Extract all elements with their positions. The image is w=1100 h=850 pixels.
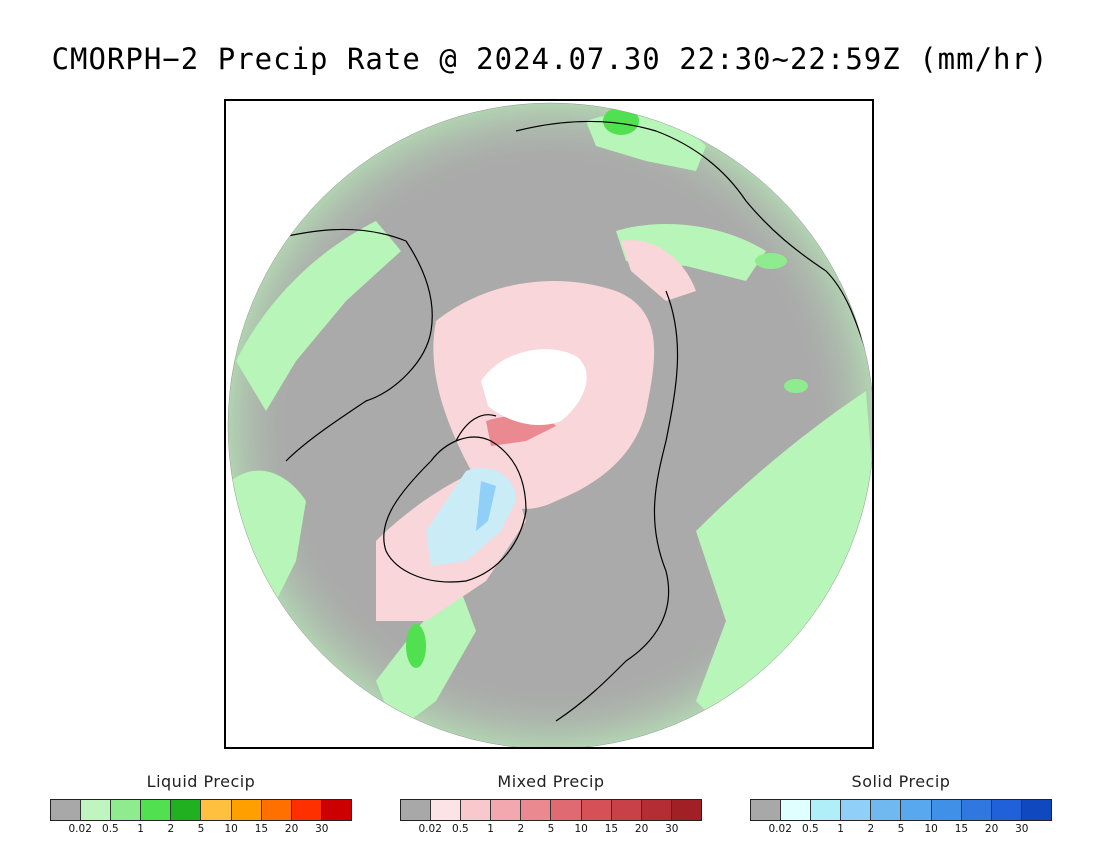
legend-swatch <box>611 800 642 820</box>
legend-tick-label: 5 <box>197 823 205 835</box>
legend-swatch <box>171 800 202 820</box>
legend-swatch <box>231 800 262 820</box>
legend-tick-label: 30 <box>1015 823 1029 835</box>
precip-layer <box>228 103 872 747</box>
legend-tick-label: 15 <box>954 823 969 835</box>
polar-precip-map <box>224 99 874 749</box>
legend-swatch <box>811 800 842 820</box>
legend-tick-label: 1 <box>137 823 144 835</box>
legend-tick-label: 20 <box>984 823 999 835</box>
legend-swatch <box>581 800 612 820</box>
legend-swatch <box>781 800 812 820</box>
legend-swatch <box>51 800 82 820</box>
precip-region-northwest <box>236 221 401 411</box>
legend-tick-label: 10 <box>574 823 588 835</box>
legend-swatch <box>521 800 552 820</box>
coastlines <box>265 120 867 722</box>
legend-swatch <box>141 800 172 820</box>
precip-region-north-atlantic <box>376 591 476 731</box>
precip-region-siberia <box>616 223 766 281</box>
legend-swatch <box>431 800 462 820</box>
legend-swatch <box>871 800 902 820</box>
legend-swatch <box>261 800 292 820</box>
legend-tick-label: 2 <box>167 823 175 835</box>
legend-title: Mixed Precip <box>497 772 605 791</box>
legend-swatch <box>841 800 872 820</box>
legend-swatch <box>491 800 522 820</box>
legend-swatch <box>401 800 432 820</box>
legend-swatch <box>291 800 322 820</box>
legend-solid: Solid Precip 0.02 0.5 1 2 5 10 15 20 30 <box>750 772 1052 837</box>
legend-tick-label: 15 <box>604 823 619 835</box>
legend-swatch <box>961 800 992 820</box>
legend-color-bar <box>750 799 1052 821</box>
legend-title: Liquid Precip <box>146 772 256 791</box>
legend-swatch <box>111 800 142 820</box>
legend-tick-label: 0.5 <box>802 823 819 835</box>
map-svg <box>227 102 872 747</box>
legend-mixed: Mixed Precip 0.02 0.5 1 2 5 10 15 20 30 <box>400 772 702 837</box>
legend-tick-label: 10 <box>924 823 938 835</box>
legend-ticks: 0.02 0.5 1 2 5 10 15 20 30 <box>750 823 1052 837</box>
precip-region-greenland-solid-core <box>476 481 496 531</box>
legend-tick-label: 2 <box>517 823 525 835</box>
legend-tick-label: 1 <box>837 823 844 835</box>
rain-core-north <box>603 107 639 135</box>
legend-swatch <box>751 800 782 820</box>
legend-tick-label: 0.02 <box>768 823 792 835</box>
legend-swatch <box>81 800 112 820</box>
legend-tick-label: 1 <box>487 823 494 835</box>
rain-core-east <box>755 253 787 269</box>
legend-swatch <box>671 800 701 820</box>
no-data-polar-hole <box>481 349 587 426</box>
legend-tick-label: 15 <box>254 823 269 835</box>
legend-swatch <box>991 800 1022 820</box>
legend-swatch <box>461 800 492 820</box>
legend-tick-label: 5 <box>897 823 905 835</box>
legend-swatch <box>201 800 232 820</box>
legend-swatch <box>1021 800 1051 820</box>
legend-color-bar <box>50 799 352 821</box>
rain-core-atlantic <box>406 624 426 668</box>
legend-swatch <box>641 800 672 820</box>
legend-ticks: 0.02 0.5 1 2 5 10 15 20 30 <box>400 823 702 837</box>
legend-tick-label: 0.02 <box>418 823 442 835</box>
legend-swatch <box>321 800 351 820</box>
legend-tick-label: 0.5 <box>102 823 119 835</box>
legend-ticks: 0.02 0.5 1 2 5 10 15 20 30 <box>50 823 352 837</box>
legend-tick-label: 20 <box>284 823 299 835</box>
legend-swatch <box>901 800 932 820</box>
legend-tick-label: 30 <box>665 823 679 835</box>
legend-tick-label: 20 <box>634 823 649 835</box>
legend-swatch <box>931 800 962 820</box>
legend-tick-label: 5 <box>547 823 555 835</box>
legend-tick-label: 0.02 <box>68 823 92 835</box>
chart-title: CMORPH−2 Precip Rate @ 2024.07.30 22:30~… <box>51 42 1049 76</box>
legend-tick-label: 0.5 <box>452 823 469 835</box>
legend-title: Solid Precip <box>851 772 951 791</box>
legend-color-bar <box>400 799 702 821</box>
rain-core-europe <box>784 379 808 393</box>
legend-tick-label: 10 <box>224 823 238 835</box>
legend-tick-label: 2 <box>867 823 875 835</box>
legend-swatch <box>551 800 582 820</box>
legend-liquid: Liquid Precip 0.02 0.5 1 2 5 10 15 20 30 <box>50 772 352 837</box>
legend-tick-label: 30 <box>315 823 329 835</box>
precip-region-east-mixed <box>621 240 696 301</box>
